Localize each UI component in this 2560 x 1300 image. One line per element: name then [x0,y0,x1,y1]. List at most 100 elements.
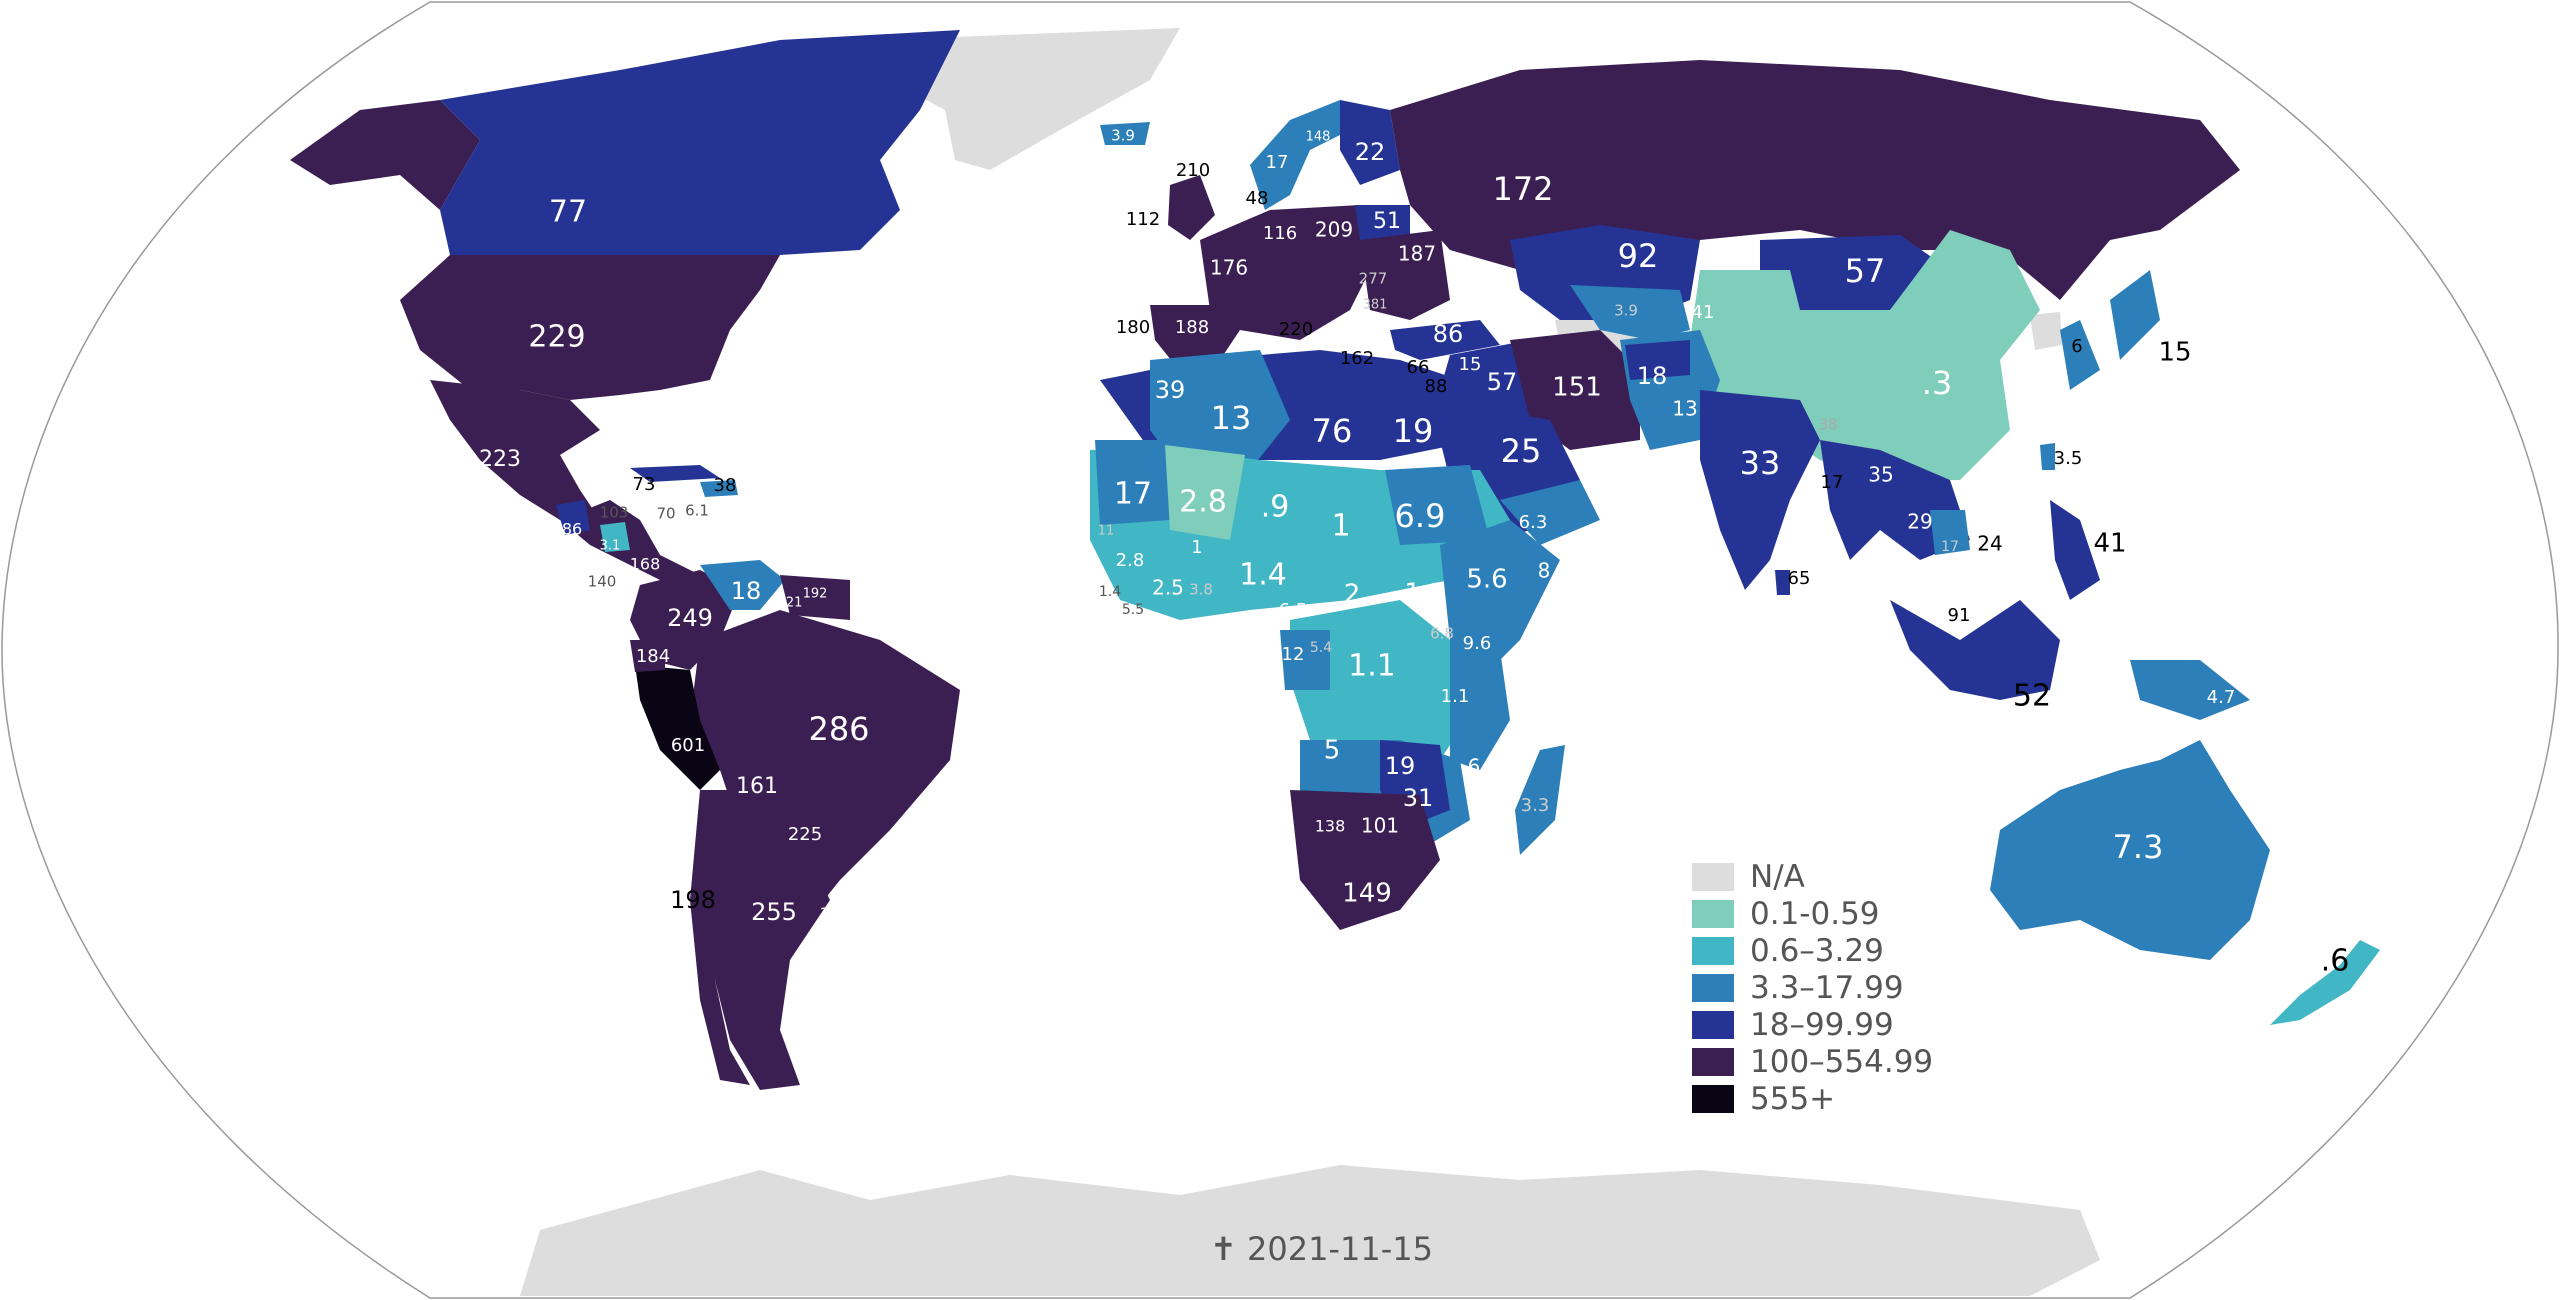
mexico-shape [430,380,600,520]
legend-item-2: 0.6–3.29 [1692,932,1933,969]
label-haiti: 38 [714,475,737,496]
label-nicaragua: 3.1 [600,539,621,554]
scandinavia-shape [1250,100,1350,210]
label-venezuela: 18 [731,577,762,605]
chile-shape [690,790,750,1085]
central-asia-shape [1570,285,1690,340]
label-bolivia: 161 [736,774,778,799]
horn-of-africa-shape [1440,520,1560,680]
label-bulgaria: 381 [1363,298,1388,313]
finland-shape [1340,100,1400,185]
indonesia-malaysia-shape [1890,600,2060,700]
legend-item-5: 100–554.99 [1692,1043,1933,1080]
label-sri-lanka: 65 [1788,568,1811,589]
label-angola: 5 [1324,736,1341,766]
label-mongolia: 57 [1845,252,1886,290]
yemen-oman-shape [1500,480,1600,545]
label-gabon: 12 [1282,644,1305,665]
label-yemen: 6.3 [1519,512,1548,533]
gabon-congo-shape [1280,630,1330,690]
eastern-europe-shape [1360,230,1450,320]
turkey-shape [1390,320,1500,360]
label-ireland: 112 [1126,209,1160,230]
label-tanzania: 1.1 [1441,686,1470,707]
label-ecuador: 184 [636,646,670,667]
label-mali: 2.8 [1179,485,1227,520]
southern-cone-shape [700,790,830,1090]
label-egypt: 19 [1393,412,1434,450]
label-saudi: 25 [1501,432,1542,470]
label-germany: 209 [1315,218,1353,242]
label-cameroon: 6.5 [1279,600,1308,621]
label-usa: 229 [528,320,585,355]
usa-shape [400,255,780,400]
legend-swatch [1692,899,1734,928]
legend-swatch [1692,973,1734,1002]
label-new-zealand: .6 [2321,944,2350,979]
label-japan: 15 [2158,338,2191,368]
label-india: 33 [1740,444,1781,482]
label-guinea: 2.8 [1116,550,1145,571]
legend-label: N/A [1750,858,1805,895]
label-finland: 22 [1355,138,1386,166]
australia-shape [1990,740,2270,960]
label-iraq: 57 [1487,368,1518,396]
label-sierra-leone: 1.4 [1099,584,1121,600]
label-malaysia: 91 [1948,605,1971,626]
nicaragua-shape [600,522,630,552]
label-chad: 1 [1331,509,1350,544]
legend-swatch [1692,1084,1734,1113]
legend-swatch [1692,1047,1734,1076]
label-zambia: 19 [1385,752,1416,780]
label-honduras: 103 [600,504,629,522]
label-nigeria: 1.4 [1239,558,1287,593]
label-vietnam: 24 [1977,532,2002,556]
label-china: .3 [1922,364,1953,402]
venezuela-shape [700,560,785,610]
alaska-shape [290,100,480,210]
mongolia-shape [1760,235,1950,310]
label-brazil: 286 [808,710,869,748]
label-ukraine: 187 [1398,242,1436,266]
label-uzbekistan: 3.9 [1614,302,1638,320]
north-korea-shape [2030,312,2062,350]
label-kyrgyzstan: 41 [1692,302,1715,323]
legend-label: 555+ [1750,1080,1836,1117]
label-sweden: 148 [1306,130,1331,145]
label-mauritania: 17 [1114,477,1152,512]
mali-shape [1165,445,1245,540]
central-america-shape [560,500,700,590]
legend-item-3: 3.3–17.99 [1692,969,1933,1006]
label-spain: 188 [1175,317,1209,338]
label-congo: 5.4 [1310,640,1332,656]
legend-item-na: N/A [1692,858,1933,895]
label-costa-rica: 140 [588,573,617,591]
ecuador-shape [630,640,665,672]
label-thailand: 29 [1907,510,1932,534]
legend-item-6: 555+ [1692,1080,1933,1117]
label-morocco: 39 [1155,376,1186,404]
algeria-shape [1150,350,1290,470]
belarus-shape [1355,205,1410,240]
label-cambodia: 17 [1941,539,1959,555]
label-france: 176 [1210,256,1248,280]
india-shape [1700,390,1820,590]
label-korea: 6 [2071,336,2082,357]
label-suriname: 192 [803,587,828,602]
label-jamaica: 70 [656,505,675,523]
label-paraguay: 225 [788,824,822,845]
label-south-africa: 149 [1342,879,1392,909]
afghanistan-shape [1625,340,1690,380]
legend-label: 3.3–17.99 [1750,969,1904,1006]
label-romania: 277 [1359,270,1388,288]
greenland-shape [870,28,1180,170]
label-afghanistan: 18 [1637,362,1668,390]
label-uganda: 6.8 [1430,625,1454,643]
label-belarus: 51 [1373,209,1401,234]
label-australia: 7.3 [2113,828,2164,866]
region-labels: 77 229 223 73 38 86 103 70 6.1 3.1 168 1… [479,127,2349,979]
label-botswana: 101 [1361,814,1399,838]
label-iran: 151 [1552,373,1602,403]
sri-lanka-shape [1775,570,1790,595]
